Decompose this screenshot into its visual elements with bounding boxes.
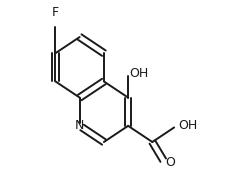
Text: O: O [165, 156, 175, 169]
Text: OH: OH [177, 119, 196, 132]
Text: OH: OH [129, 67, 148, 80]
Text: N: N [75, 119, 84, 132]
Text: F: F [52, 6, 59, 19]
